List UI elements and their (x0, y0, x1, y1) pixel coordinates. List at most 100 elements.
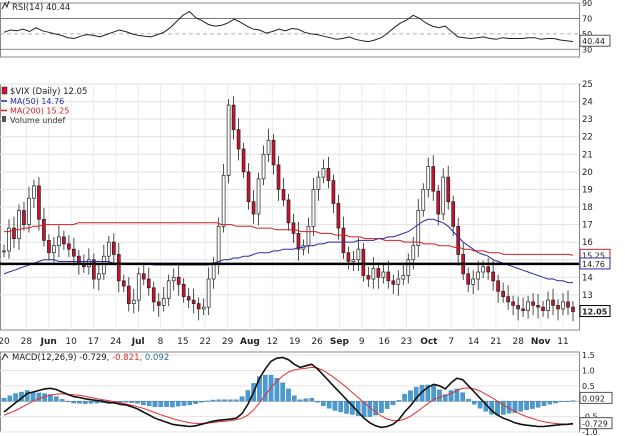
candle-down (566, 301, 570, 308)
price-legend-item: MA(200) 15.25 (10, 107, 69, 116)
candle-down (22, 210, 26, 225)
rsi-y-tick-label: 70 (582, 14, 592, 23)
candle-up (266, 139, 271, 155)
candle-down (571, 306, 575, 312)
candle-up (7, 227, 11, 252)
candle-up (381, 271, 386, 278)
candle-down (496, 280, 500, 292)
price-x-tick-label: 9 (359, 337, 365, 347)
macd-histogram-bar (280, 382, 285, 402)
last-price-label: 12.05 (582, 308, 608, 317)
candle-down (176, 276, 181, 285)
macd-histogram-bar (425, 384, 431, 402)
price-y-tick-label: 16 (582, 238, 593, 248)
candle-down (391, 280, 396, 285)
ma50-value-label: 14.76 (582, 260, 605, 269)
macd-histogram-bar (518, 401, 524, 412)
rsi-panel-frame (0, 2, 580, 58)
candle-down (291, 222, 296, 234)
legend-swatch (2, 116, 6, 122)
candle-up (17, 210, 21, 239)
candle-down (336, 203, 341, 229)
price-x-tick-label: 23 (401, 337, 412, 347)
candle-up (481, 266, 485, 273)
candle-up (2, 250, 6, 253)
rsi-legend-icon (1, 0, 10, 10)
price-x-tick-label: 24 (110, 337, 122, 347)
candle-down (436, 190, 441, 215)
candle-up (411, 245, 416, 261)
price-x-tick-label: 26 (311, 337, 323, 347)
macd-histogram-bar (233, 399, 239, 402)
candle-down (191, 299, 196, 304)
macd-histogram-bar (129, 401, 135, 403)
macd-legend: MACD(12,26,9) -0.729, -0.821, 0.092 (12, 353, 169, 363)
candle-up (226, 104, 231, 176)
macd-value-label: -0.729 (582, 420, 608, 429)
macd-histogram-bar (88, 401, 94, 404)
candle-down (47, 240, 51, 254)
price-x-tick-label: 19 (289, 337, 301, 347)
candle-down (241, 148, 246, 173)
candle-down (196, 303, 201, 310)
macd-histogram-bar (199, 401, 204, 403)
macd-histogram-bar (332, 401, 338, 411)
candle-down (67, 243, 71, 250)
price-x-tick-label: 12 (267, 337, 278, 347)
candle-down (331, 180, 336, 204)
macd-histogram-bar (297, 399, 303, 402)
macd-histogram-bar (181, 401, 187, 406)
macd-histogram-bar (384, 401, 390, 409)
candle-up (471, 278, 476, 285)
macd-histogram-bar (239, 396, 245, 402)
candle-up (316, 176, 321, 190)
candle-down (486, 266, 490, 273)
candle-down (431, 166, 436, 192)
macd-histogram-bar (257, 376, 262, 402)
macd-histogram-bar (152, 401, 158, 407)
macd-histogram-bar (286, 388, 291, 402)
price-x-tick-label: 16 (378, 337, 390, 347)
macd-histogram-bar (170, 401, 175, 408)
macd-histogram-bar (36, 392, 42, 402)
macd-histogram-bar (442, 394, 448, 402)
candle-up (306, 225, 311, 247)
macd-histogram-bar (30, 391, 36, 402)
macd-legend-part: 0.092 (145, 353, 169, 363)
macd-histogram-bar (361, 401, 367, 417)
candle-down (12, 227, 16, 239)
macd-histogram-bar (326, 401, 332, 409)
candle-up (261, 153, 266, 180)
candle-up (171, 276, 176, 282)
candle-down (386, 271, 391, 282)
candle-down (72, 248, 76, 257)
candle-up (476, 271, 481, 280)
candle-down (531, 301, 535, 306)
candle-up (221, 175, 226, 227)
macd-histogram-bar (309, 398, 315, 402)
candle-up (561, 301, 565, 310)
candle-up (161, 298, 166, 306)
candle-down (92, 259, 96, 280)
candle-up (356, 248, 361, 261)
macd-histogram-bar (541, 401, 547, 406)
candle-down (236, 129, 241, 150)
price-y-tick-label: 22 (582, 133, 593, 143)
candle-down (156, 301, 161, 306)
candle-up (351, 259, 356, 262)
price-x-tick-label: Nov (531, 337, 551, 347)
candle-down (466, 273, 471, 285)
price-x-tick-label: Jun (40, 337, 57, 347)
candle-down (451, 201, 456, 227)
candle-up (106, 241, 111, 257)
candle-down (536, 305, 540, 308)
macd-histogram-bar (1, 398, 7, 402)
candle-up (96, 273, 101, 280)
macd-histogram-bar (448, 390, 454, 402)
candle-up (256, 178, 261, 215)
macd-histogram-bar (379, 401, 384, 413)
macd-histogram-bar (454, 388, 460, 402)
macd-histogram-bar (564, 401, 570, 402)
price-x-tick-label: 15 (177, 337, 188, 347)
price-x-tick-label: Jul (131, 337, 145, 347)
